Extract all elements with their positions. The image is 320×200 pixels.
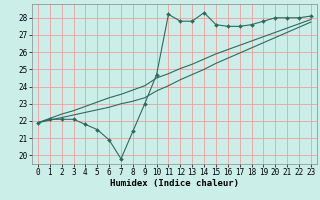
X-axis label: Humidex (Indice chaleur): Humidex (Indice chaleur): [110, 179, 239, 188]
